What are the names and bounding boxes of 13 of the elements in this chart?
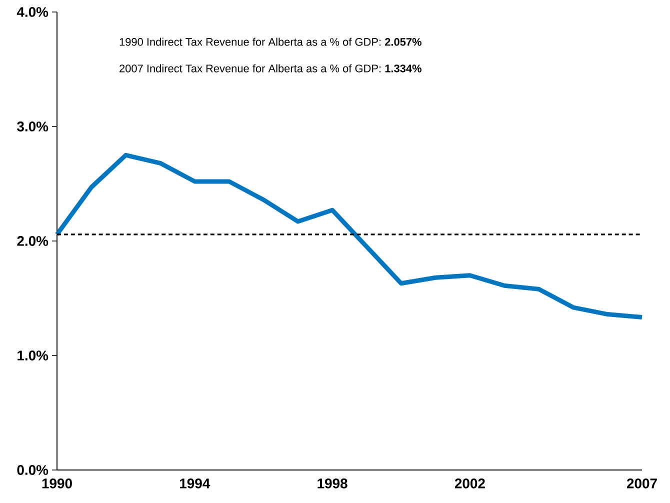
y-tick-label: 0.0% <box>17 465 48 475</box>
y-tick-label: 3.0% <box>17 122 48 132</box>
x-tick-label: 2002 <box>454 478 485 488</box>
x-tick-label: 1998 <box>318 478 348 488</box>
annotation: 1990 Indirect Tax Revenue for Alberta as a % of GDP: 2.057% <box>120 38 422 46</box>
x-tick-label: 1994 <box>180 478 210 488</box>
y-tick-label: 4.0% <box>16 7 48 17</box>
line-series <box>54 152 644 320</box>
y-tick-label: 1.0% <box>18 350 48 360</box>
x-tick-label: 1990 <box>42 478 72 488</box>
annotation: 2007 Indirect Tax Revenue for Alberta as a % of GDP: 1.334% <box>120 64 422 72</box>
y-tick-label: 2.0% <box>17 236 48 246</box>
x-tick-label: 2007 <box>626 478 657 488</box>
